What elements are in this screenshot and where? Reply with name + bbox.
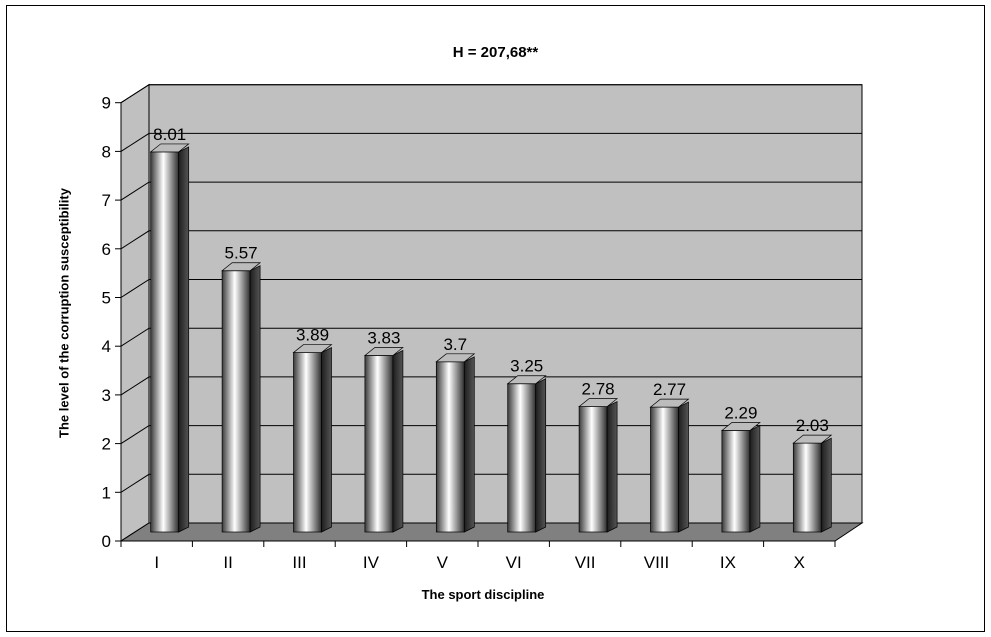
bar-side bbox=[749, 424, 761, 533]
bar-top bbox=[578, 398, 619, 407]
gridline bbox=[120, 84, 862, 104]
bar-top bbox=[292, 344, 333, 353]
x-tick-label: X bbox=[794, 553, 805, 572]
bar bbox=[578, 398, 619, 533]
y-tick-label: 2 bbox=[102, 435, 111, 454]
bar-top bbox=[363, 347, 404, 356]
x-axis-title: The sport discipline bbox=[421, 587, 545, 602]
bar-front bbox=[650, 406, 679, 533]
bar-top bbox=[506, 375, 547, 385]
data-label: 2.29 bbox=[724, 403, 757, 422]
bar-front bbox=[792, 442, 822, 533]
bar-top bbox=[221, 262, 262, 272]
gridline bbox=[120, 473, 862, 493]
bar-side bbox=[606, 401, 618, 533]
bar-side bbox=[535, 378, 547, 533]
gridlines bbox=[120, 84, 862, 493]
data-labels: 8.01 5.57 3.89 3.83 3.7 3.25 2.78 2.77 2.29 2.03 bbox=[153, 125, 829, 435]
y-tick-label: 3 bbox=[102, 386, 111, 405]
y-tick-label: 9 bbox=[102, 94, 111, 113]
data-label: 2.78 bbox=[582, 380, 615, 399]
bar-top bbox=[149, 143, 190, 153]
data-label: 3.25 bbox=[510, 357, 543, 376]
bar-side bbox=[678, 401, 689, 533]
gridline bbox=[120, 230, 862, 250]
bar bbox=[363, 347, 404, 533]
x-tick-label: III bbox=[292, 553, 306, 572]
x-tick-label: I bbox=[154, 553, 159, 572]
x-tick-label: VI bbox=[506, 553, 522, 572]
side-wall bbox=[120, 83, 150, 542]
bar-front bbox=[221, 270, 251, 533]
bar-top bbox=[720, 422, 761, 431]
bar-side bbox=[820, 437, 832, 533]
y-tick-label: 7 bbox=[102, 191, 111, 210]
gridline bbox=[120, 181, 862, 201]
x-tick-label: II bbox=[223, 553, 232, 572]
y-tick-label: 1 bbox=[102, 483, 111, 502]
bar-front bbox=[293, 352, 322, 533]
x-tick-label: IX bbox=[720, 553, 736, 572]
bar-front bbox=[364, 355, 394, 533]
gridline bbox=[120, 425, 862, 445]
data-label: 8.01 bbox=[153, 125, 186, 144]
data-label: 2.77 bbox=[653, 380, 686, 399]
x-tick-label: VIII bbox=[644, 553, 670, 572]
bar-side bbox=[178, 146, 190, 533]
bar bbox=[649, 398, 690, 533]
bar-top bbox=[792, 434, 833, 444]
data-label: 2.03 bbox=[796, 416, 829, 435]
bar bbox=[792, 434, 833, 533]
bar-side bbox=[463, 356, 475, 533]
bar-top bbox=[649, 398, 690, 408]
chart-title: H = 207,68** bbox=[452, 44, 539, 61]
bar bbox=[149, 143, 190, 533]
bar-front bbox=[578, 406, 608, 533]
bar-side bbox=[392, 349, 404, 533]
bar bbox=[292, 344, 333, 533]
bar-side bbox=[249, 265, 261, 533]
data-label: 3.83 bbox=[367, 328, 400, 347]
bar-top bbox=[435, 353, 476, 363]
y-tick-label: 5 bbox=[102, 289, 111, 308]
bar bbox=[221, 262, 262, 533]
bar-front bbox=[150, 151, 180, 533]
gridline bbox=[120, 132, 862, 152]
gridline bbox=[120, 279, 862, 298]
x-tick-label: VII bbox=[575, 553, 596, 572]
data-label: 3.7 bbox=[443, 335, 467, 354]
bar-front bbox=[435, 361, 465, 533]
bar-side bbox=[321, 346, 332, 533]
gridline bbox=[120, 327, 862, 347]
x-tick-label: IV bbox=[363, 553, 380, 572]
bar bbox=[506, 375, 547, 533]
y-tick-label: 0 bbox=[102, 532, 111, 551]
bar bbox=[720, 422, 761, 533]
bar-front bbox=[721, 430, 751, 533]
bar bbox=[435, 353, 476, 533]
data-label: 3.89 bbox=[296, 326, 329, 345]
bar-front bbox=[507, 383, 537, 533]
data-label: 5.57 bbox=[225, 244, 258, 263]
x-tick-label: V bbox=[437, 553, 449, 572]
y-tick-label: 6 bbox=[102, 240, 111, 259]
gridline bbox=[120, 376, 862, 396]
y-tick-label: 4 bbox=[102, 337, 111, 356]
y-tick-label: 8 bbox=[102, 142, 111, 161]
bars bbox=[149, 143, 833, 533]
